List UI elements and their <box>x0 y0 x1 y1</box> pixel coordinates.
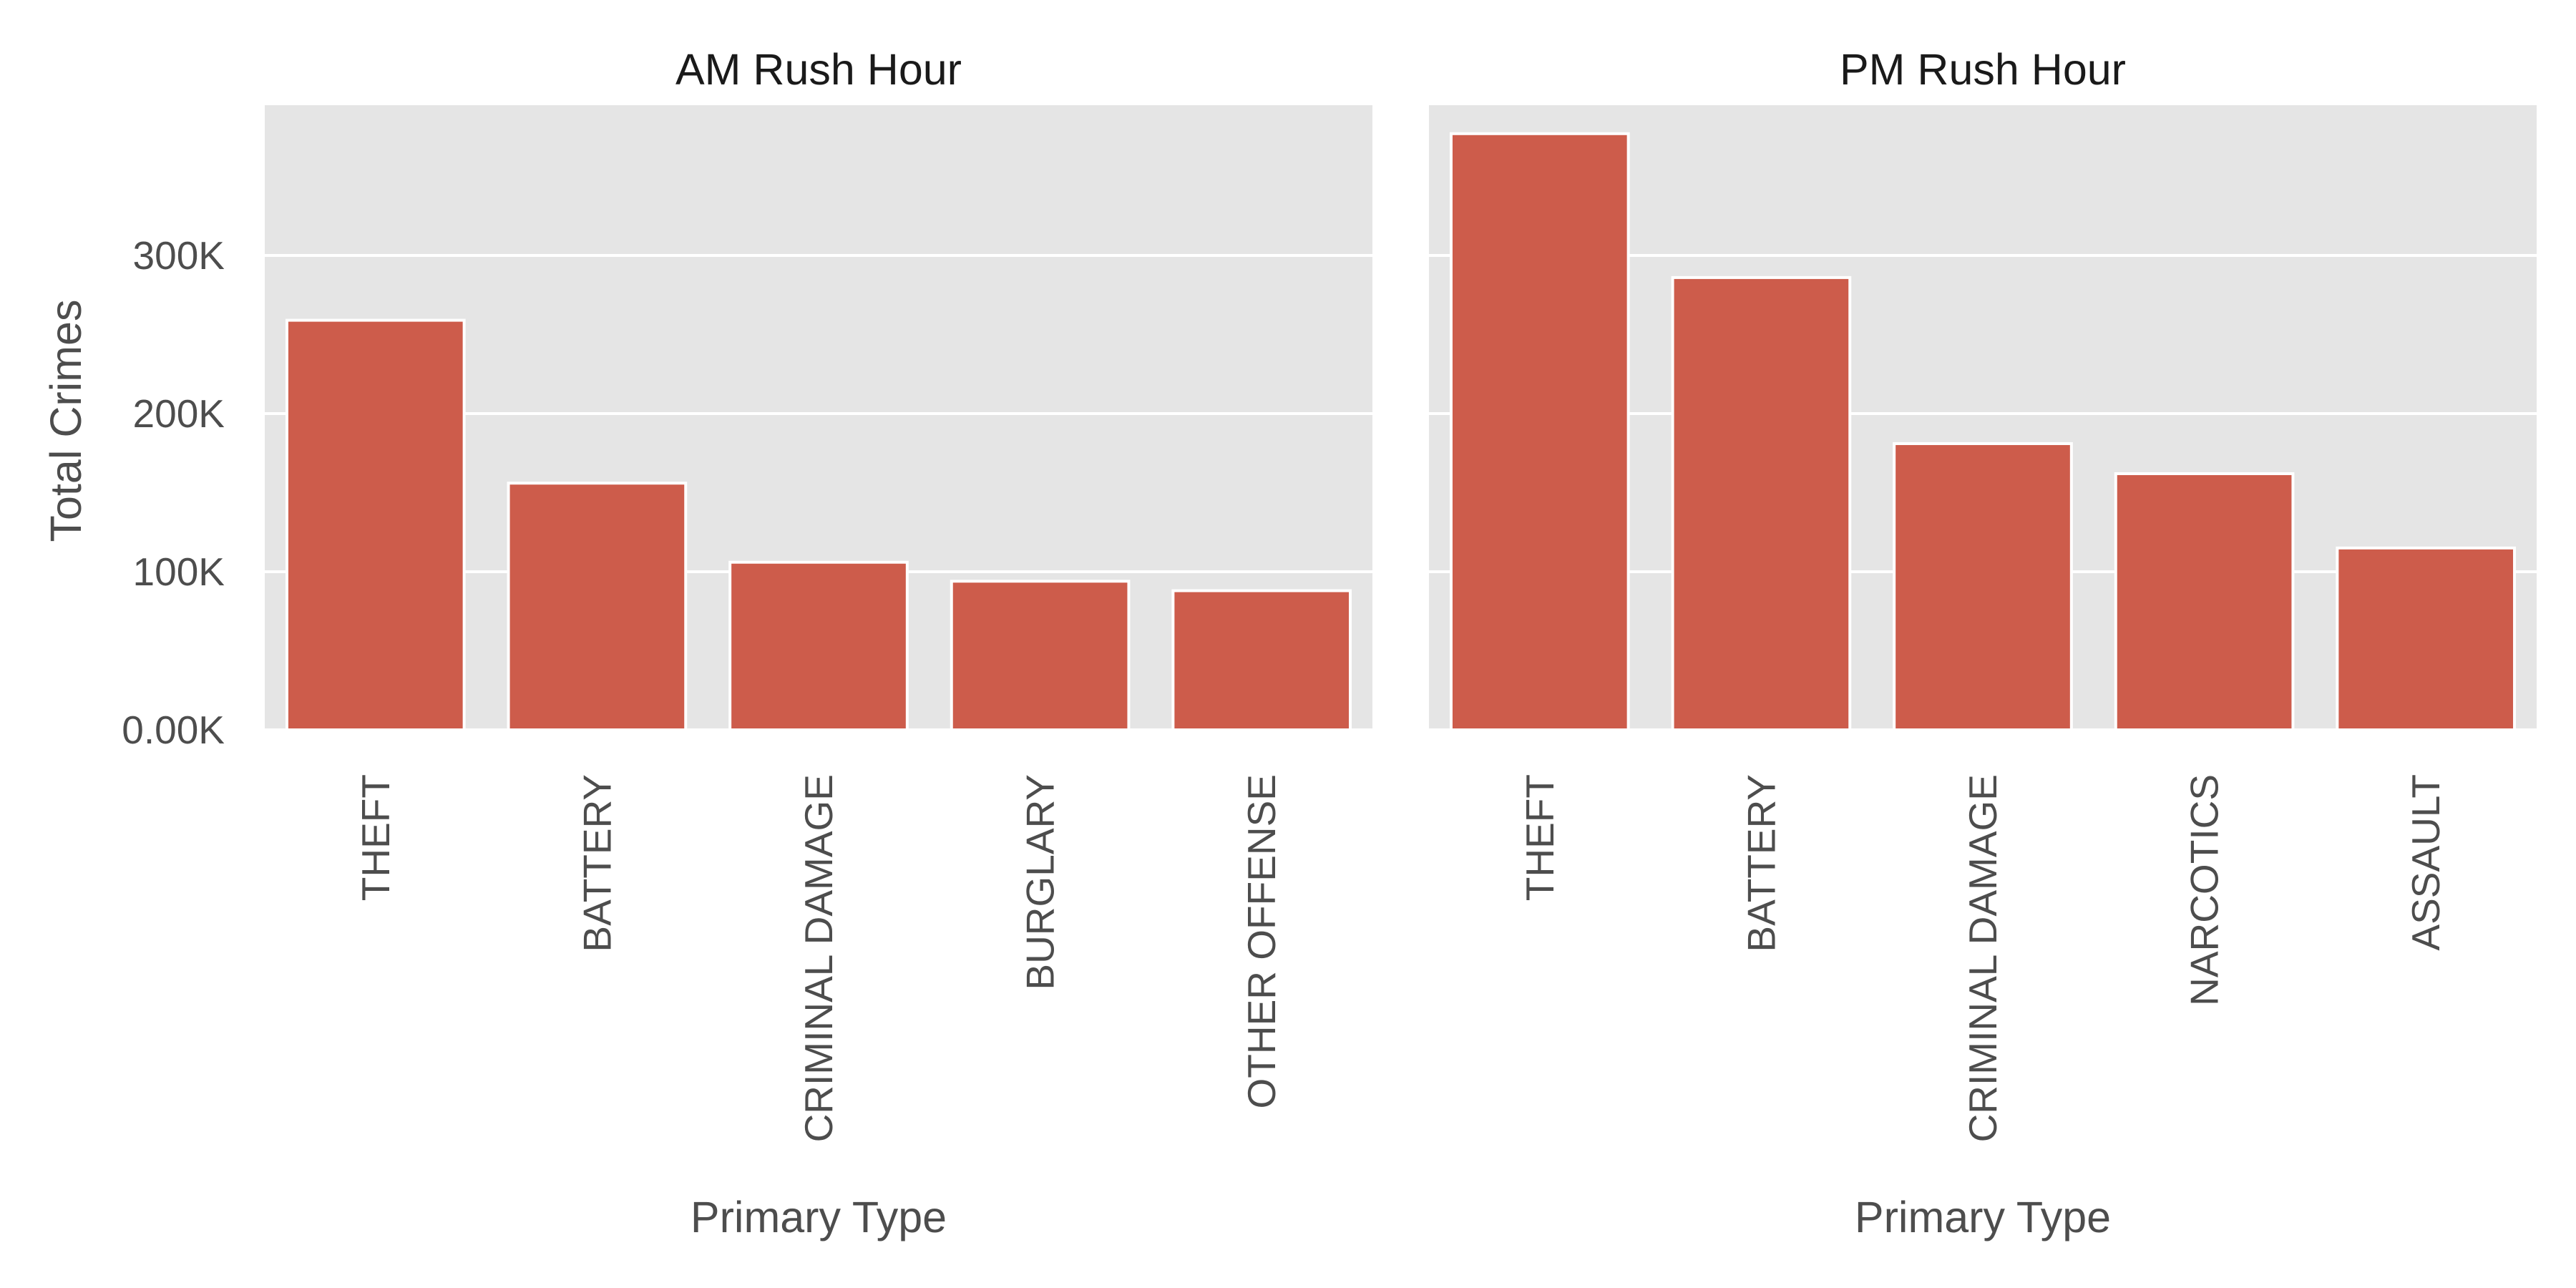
x-tick-label: NARCOTICS <box>2182 774 2227 1006</box>
x-tick-label: THEFT <box>353 774 398 901</box>
bar-narcotics <box>2114 472 2295 731</box>
bar-criminal-damage <box>1893 441 2073 731</box>
x-tick-label: ASSAULT <box>2404 774 2448 951</box>
x-tick-label: BATTERY <box>575 774 619 952</box>
bar-theft <box>285 318 466 731</box>
bar-criminal-damage <box>728 560 909 731</box>
panel-title: PM Rush Hour <box>1840 45 2126 94</box>
x-tick-label: THEFT <box>1518 774 1562 901</box>
x-tick-label: CRIMINAL DAMAGE <box>1961 774 2005 1142</box>
bar-other-offense <box>1171 589 1352 731</box>
bar-assault <box>2336 546 2517 731</box>
y-tick-label: 300K <box>133 233 225 278</box>
panel-1: THEFT BATTERY CRIMINAL DAMAGE BURGLARY OTHER… <box>122 45 1372 1241</box>
x-tick-label: BURGLARY <box>1018 774 1063 990</box>
x-axis-label: Primary Type <box>1855 1193 2111 1241</box>
x-tick-label: BATTERY <box>1739 774 1783 952</box>
x-axis-label: Primary Type <box>691 1193 947 1241</box>
y-axis-label: Total Crimes <box>42 300 90 542</box>
y-tick-label: 100K <box>133 550 225 594</box>
y-tick-label: 0.00K <box>122 708 225 752</box>
x-tick-label: OTHER OFFENSE <box>1239 774 1284 1109</box>
panel-title: AM Rush Hour <box>675 45 962 94</box>
y-tick-label: 200K <box>133 391 225 436</box>
bar-battery <box>1671 275 1852 731</box>
bar-burglary <box>950 580 1131 731</box>
bar-battery <box>507 482 688 732</box>
panel-2: THEFT BATTERY CRIMINAL DAMAGE NARCOTICS ASSA… <box>1429 45 2537 1241</box>
bar-theft <box>1449 132 1630 731</box>
x-tick-label: CRIMINAL DAMAGE <box>796 774 841 1142</box>
